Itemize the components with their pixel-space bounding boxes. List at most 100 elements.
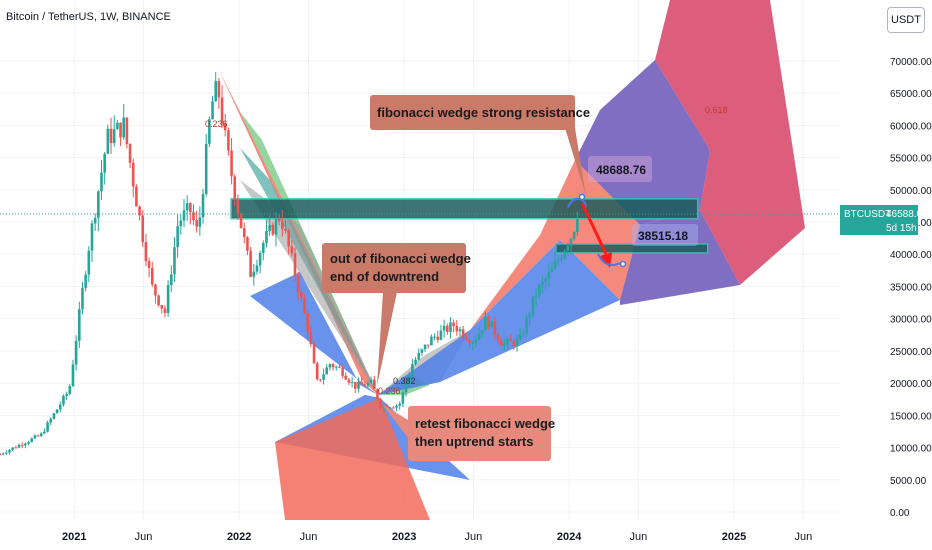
candle-body [246, 237, 249, 251]
candle-body [449, 322, 452, 332]
candle-body [388, 407, 392, 409]
time-tick-label: 2023 [392, 531, 416, 543]
candle-body [20, 444, 24, 446]
callout-retest-text-2: then uptrend starts [415, 434, 533, 449]
candle-body [515, 339, 519, 347]
time-tick-label: 2025 [722, 531, 746, 543]
callout-resistance: fibonacci wedge strong resistance [370, 95, 590, 196]
currency-button[interactable]: USDT [887, 7, 925, 33]
candle-body [445, 325, 449, 332]
candle-body [328, 364, 332, 368]
candle-body [347, 379, 351, 383]
candle-body [255, 265, 259, 272]
time-tick-label: 2024 [557, 531, 582, 543]
price-tag: BTCUSDT 46588.00 5d 15h [840, 205, 928, 235]
candle-body [341, 367, 344, 376]
fib-small-labels: 0.236 0.236 0.382 0.618 [205, 105, 728, 396]
candle-body [334, 366, 338, 368]
candle-body [322, 374, 325, 380]
candle-body [163, 308, 167, 313]
candle-body [116, 122, 119, 130]
candle-body [382, 405, 386, 408]
candle-body [217, 81, 221, 98]
candle-body [277, 218, 281, 222]
candle-body [338, 366, 341, 368]
candle-body [236, 199, 240, 214]
candle-body [97, 191, 100, 218]
candle-body [271, 224, 275, 235]
callout-resistance-text: fibonacci wedge strong resistance [377, 105, 590, 120]
fib-label-3: 0.382 [393, 376, 416, 386]
candle-body [211, 101, 214, 120]
candle-body [39, 433, 43, 436]
candle-body [465, 337, 468, 340]
candle-body [160, 305, 164, 309]
time-axis: 2021 Jun 2022 Jun 2023 Jun 2024 Jun 2025 Jun [62, 531, 812, 543]
price-tick-label: 15000.00 [890, 411, 932, 422]
candle-body [90, 223, 94, 251]
candle-body [33, 435, 37, 439]
candle-body [392, 407, 395, 409]
callout-resistance-pointer [565, 128, 586, 196]
price-tick-label: 0.00 [890, 508, 910, 519]
candle-body [214, 81, 218, 102]
candle-body [287, 230, 290, 247]
candle-body [522, 333, 525, 335]
candle-body [430, 336, 433, 346]
price-tick-label: 40000.00 [890, 250, 932, 261]
bottom-arc [597, 253, 621, 267]
zone-support [555, 243, 709, 254]
candle-body [0, 454, 2, 455]
candle-body [315, 363, 319, 380]
candle-body [268, 224, 271, 231]
low-value-label: 38515.18 [638, 229, 688, 243]
price-tick-label: 25000.00 [890, 347, 932, 358]
callout-out-text-1: out of fibonacci wedge [330, 251, 471, 266]
candle-body [566, 246, 570, 251]
price-tag-bg [840, 205, 918, 235]
candle-body [293, 253, 297, 276]
candle-body [572, 232, 576, 239]
candle-body [74, 340, 78, 365]
candle-body [296, 275, 300, 293]
candle-body [185, 203, 189, 211]
time-tick-label: Jun [630, 531, 648, 543]
candle-body [8, 449, 11, 453]
candle-body [547, 271, 551, 280]
candle-body [157, 295, 160, 306]
candle-body [131, 162, 135, 187]
price-tick-label: 50000.00 [890, 186, 932, 197]
candle-body [357, 381, 360, 389]
price-tag-price: 46588.00 [886, 209, 928, 220]
candle-body [5, 452, 8, 454]
candle-body [487, 316, 490, 328]
candle-body [128, 144, 132, 163]
price-tick-label: 10000.00 [890, 444, 932, 455]
candle-body [274, 218, 278, 235]
candle-body [525, 317, 528, 334]
candle-body [480, 330, 484, 333]
candle-body [220, 97, 224, 124]
candle-body [420, 349, 424, 353]
candle-body [537, 285, 541, 296]
candle-body [14, 447, 18, 449]
fib-label-4: 0.618 [705, 105, 728, 115]
chart-title: Bitcoin / TetherUS, 1W, BINANCE [6, 11, 171, 23]
candle-body [503, 343, 506, 346]
candle-body [303, 297, 306, 314]
candle-body [150, 267, 154, 285]
price-tick-label: 35000.00 [890, 282, 932, 293]
candle-body [366, 382, 370, 386]
candle-body [36, 435, 40, 437]
candle-body [455, 326, 459, 332]
wedge-up-crimson [655, 0, 805, 285]
price-tick-label: 30000.00 [890, 315, 932, 326]
price-tick-label: 70000.00 [890, 57, 932, 68]
candle-body [531, 296, 535, 315]
candle-body [319, 379, 322, 381]
candle-body [284, 228, 287, 231]
candle-body [563, 250, 566, 259]
candle-body [93, 217, 97, 224]
candle-body [553, 261, 557, 269]
